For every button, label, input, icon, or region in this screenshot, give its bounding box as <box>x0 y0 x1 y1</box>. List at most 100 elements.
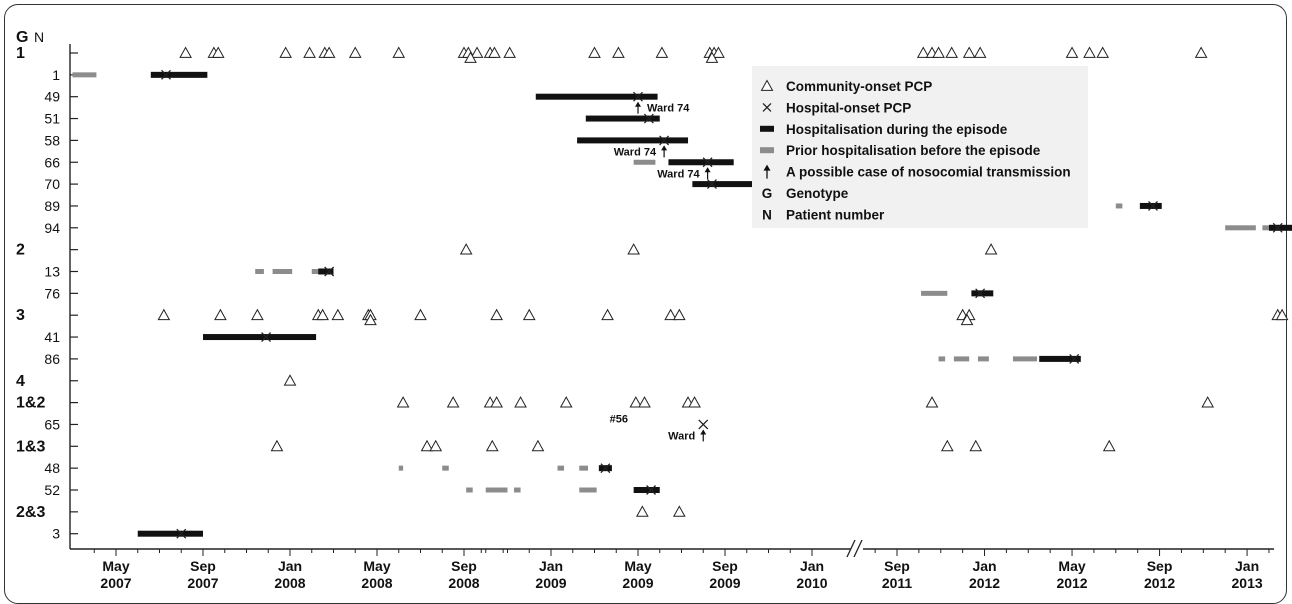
transmission-arrow-head <box>700 429 707 435</box>
community-onset-marker <box>283 374 297 386</box>
hospitalisation-bar <box>137 530 203 537</box>
row-label-patient: 89 <box>44 198 60 214</box>
x-tick-label-month: Sep <box>1147 558 1173 574</box>
legend-label: A possible case of nosocomial transmissi… <box>786 165 1071 180</box>
hospital-onset-marker <box>261 332 272 343</box>
community-onset-marker <box>331 308 345 321</box>
x-tick-label-month: Sep <box>884 558 910 574</box>
hospitalisation-bar <box>692 181 762 188</box>
hospital-onset-marker <box>600 463 611 474</box>
community-onset-marker <box>485 439 499 452</box>
x-tick-label-month: Sep <box>712 558 738 574</box>
legend-label: Genotype <box>786 186 849 201</box>
community-onset-marker <box>1201 396 1215 408</box>
x-tick-label-year: 2007 <box>100 575 131 591</box>
community-onset-marker <box>514 396 527 408</box>
community-onset-marker <box>712 46 725 58</box>
community-onset-marker <box>522 308 536 321</box>
x-tick-label-month: May <box>363 558 390 574</box>
row-label-patient: 70 <box>44 176 60 192</box>
legend-key: N <box>762 207 772 222</box>
x-tick-label-year: 2008 <box>274 575 305 591</box>
x-tick-label-month: Jan <box>278 558 302 574</box>
x-tick-label-year: 2012 <box>1144 575 1175 591</box>
hospital-onset-marker <box>176 528 187 539</box>
prior-hospitalisation-bar <box>579 487 597 493</box>
x-tick-label-month: Sep <box>451 558 477 574</box>
x-tick-label-month: May <box>624 558 651 574</box>
community-onset-marker <box>655 46 669 58</box>
hospitalisation-bar <box>1039 355 1081 362</box>
x-tick-label-year: 2007 <box>187 575 218 591</box>
community-onset-marker <box>1102 439 1116 452</box>
community-onset-marker <box>459 243 473 255</box>
x-tick-label-year: 2008 <box>361 575 392 591</box>
community-onset-marker <box>490 308 503 321</box>
row-label-patient: 76 <box>44 285 60 301</box>
row-label-patient: 41 <box>44 329 60 345</box>
community-onset-marker <box>612 46 625 58</box>
prior-hospitalisation-bar <box>938 356 946 362</box>
x-tick-label-year: 2009 <box>622 575 653 591</box>
community-onset-marker <box>1096 46 1110 58</box>
hospitalisation-bar <box>585 115 660 122</box>
community-onset-marker <box>962 46 976 58</box>
community-onset-marker <box>157 308 171 321</box>
x-tick-label-month: Jan <box>539 558 563 574</box>
community-onset-marker <box>429 439 443 452</box>
community-onset-marker <box>251 308 264 321</box>
community-onset-marker <box>672 308 686 321</box>
hospitalisation-bar <box>203 334 317 341</box>
prior-hospitalisation-bar <box>72 72 97 78</box>
row-label-genotype: 1&2 <box>16 395 45 412</box>
axis-break-gap <box>851 546 863 552</box>
community-onset-marker <box>392 46 406 58</box>
community-onset-marker <box>629 396 643 408</box>
x-tick-label-year: 2012 <box>1056 575 1087 591</box>
row-label-patient: 52 <box>44 482 60 498</box>
row-label-patient: 86 <box>44 351 60 367</box>
community-onset-marker <box>916 46 930 58</box>
community-onset-marker <box>627 243 640 255</box>
row-label-genotype: 4 <box>16 373 25 390</box>
x-tick-label-year: 2008 <box>448 575 479 591</box>
row-label-genotype: 2&3 <box>16 504 45 521</box>
community-onset-marker <box>601 308 614 321</box>
community-onset-marker <box>322 46 336 58</box>
ward-label: Ward 74 <box>647 103 690 115</box>
community-onset-marker <box>672 505 686 517</box>
hospital-onset-marker <box>643 113 654 124</box>
row-label-genotype: 1&3 <box>16 438 45 455</box>
community-onset-marker <box>960 313 974 326</box>
row-label-patient: 65 <box>44 416 60 432</box>
community-onset-marker <box>638 396 651 408</box>
hospitalisation-bar <box>535 93 658 100</box>
x-tick-label-month: Jan <box>800 558 824 574</box>
community-onset-marker <box>688 396 701 408</box>
community-onset-marker <box>420 439 434 452</box>
community-onset-marker <box>636 505 649 517</box>
community-onset-marker <box>705 51 719 63</box>
community-onset-marker <box>348 46 362 58</box>
hospitalisation-bar <box>633 487 660 493</box>
community-onset-marker <box>316 308 329 321</box>
community-onset-marker <box>414 308 427 321</box>
community-onset-marker <box>969 439 983 452</box>
axis-break-mark <box>846 539 856 558</box>
x-tick-label-month: May <box>1058 558 1085 574</box>
community-onset-marker <box>1275 308 1289 321</box>
prior-hospitalisation-bar <box>485 487 508 493</box>
legend-label: Community-onset PCP <box>786 79 932 94</box>
community-onset-marker <box>945 46 959 58</box>
axis-break-mark <box>853 539 863 558</box>
community-onset-marker <box>303 46 316 58</box>
hospital-onset-marker <box>1148 200 1158 211</box>
hospital-onset-marker <box>975 288 986 299</box>
x-tick-label-month: May <box>102 558 129 574</box>
prior-hospitalisation-bar <box>557 465 565 471</box>
prior-hospitalisation-bar <box>398 465 404 471</box>
community-onset-marker <box>446 396 460 408</box>
hospital-onset-marker <box>161 69 171 80</box>
community-onset-marker <box>559 396 573 408</box>
hospitalisation-bar <box>318 268 334 275</box>
